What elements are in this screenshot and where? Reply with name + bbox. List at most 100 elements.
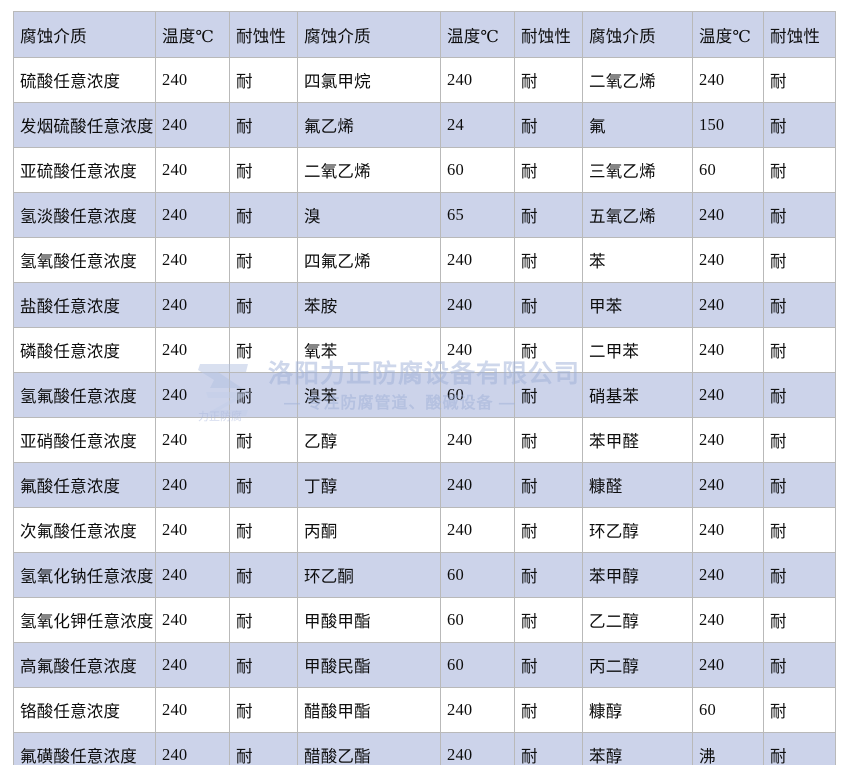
cell-resistance: 耐: [514, 237, 583, 283]
cell-temperature: 60: [440, 372, 515, 418]
cell-media: 苯甲醛: [582, 417, 693, 463]
cell-temperature: 24: [440, 102, 515, 148]
cell-temperature: 240: [440, 687, 515, 733]
cell-media: 高氟酸任意浓度: [13, 642, 156, 688]
cell-resistance: 耐: [763, 237, 836, 283]
cell-media: 糠醛: [582, 462, 693, 508]
cell-resistance: 耐: [514, 57, 583, 103]
cell-temperature: 240: [155, 552, 230, 598]
cell-media: 苯: [582, 237, 693, 283]
column-header-3: 腐蚀介质: [297, 11, 441, 58]
cell-temperature: 240: [692, 237, 764, 283]
cell-temperature: 60: [692, 147, 764, 193]
cell-resistance: 耐: [229, 732, 298, 765]
column-header-6: 腐蚀介质: [582, 11, 693, 58]
cell-resistance: 耐: [514, 102, 583, 148]
cell-resistance: 耐: [229, 192, 298, 238]
cell-resistance: 耐: [229, 687, 298, 733]
cell-temperature: 240: [155, 327, 230, 373]
cell-media: 氟磺酸任意浓度: [13, 732, 156, 765]
cell-resistance: 耐: [229, 507, 298, 553]
cell-media: 氢氧化钠任意浓度: [13, 552, 156, 598]
cell-resistance: 耐: [763, 642, 836, 688]
table-row: 磷酸任意浓度 240 耐氧苯 240 耐二甲苯 240 耐: [13, 327, 836, 373]
cell-resistance: 耐: [229, 552, 298, 598]
cell-resistance: 耐: [763, 57, 836, 103]
cell-resistance: 耐: [763, 147, 836, 193]
cell-temperature: 240: [440, 57, 515, 103]
cell-media: 氧苯: [297, 327, 441, 373]
cell-resistance: 耐: [763, 327, 836, 373]
cell-temperature: 240: [440, 732, 515, 765]
cell-resistance: 耐: [229, 642, 298, 688]
cell-resistance: 耐: [229, 597, 298, 643]
cell-media: 环乙醇: [582, 507, 693, 553]
cell-temperature: 60: [692, 687, 764, 733]
cell-resistance: 耐: [514, 282, 583, 328]
cell-temperature: 240: [155, 732, 230, 765]
cell-temperature: 240: [440, 462, 515, 508]
cell-resistance: 耐: [229, 102, 298, 148]
cell-media: 亚硫酸任意浓度: [13, 147, 156, 193]
table-row: 氢淡酸任意浓度 240 耐溴 65 耐五氧乙烯 240 耐: [13, 192, 836, 238]
cell-media: 苯甲醇: [582, 552, 693, 598]
cell-resistance: 耐: [763, 282, 836, 328]
table-row: 氢氟酸任意浓度 240 耐溴苯 60 耐硝基苯 240 耐: [13, 372, 836, 418]
cell-resistance: 耐: [229, 417, 298, 463]
cell-temperature: 240: [155, 507, 230, 553]
cell-resistance: 耐: [763, 192, 836, 238]
cell-resistance: 耐: [763, 462, 836, 508]
table-row: 高氟酸任意浓度 240 耐甲酸民酯 60 耐丙二醇 240 耐: [13, 642, 836, 688]
cell-media: 亚硝酸任意浓度: [13, 417, 156, 463]
cell-temperature: 240: [692, 507, 764, 553]
table-row: 亚硫酸任意浓度 240 耐二氧乙烯 60 耐三氧乙烯 60 耐: [13, 147, 836, 193]
cell-media: 丙二醇: [582, 642, 693, 688]
column-header-2: 耐蚀性: [229, 11, 298, 58]
cell-media: 氟酸任意浓度: [13, 462, 156, 508]
cell-resistance: 耐: [229, 462, 298, 508]
cell-temperature: 60: [440, 642, 515, 688]
column-header-0: 腐蚀介质: [13, 11, 156, 58]
cell-temperature: 240: [155, 102, 230, 148]
table-row: 硫酸任意浓度 240 耐四氯甲烷 240 耐二氧乙烯 240 耐: [13, 57, 836, 103]
cell-media: 盐酸任意浓度: [13, 282, 156, 328]
column-header-1: 温度℃: [155, 11, 230, 58]
cell-temperature: 240: [440, 507, 515, 553]
table-header: 腐蚀介质 温度℃ 耐蚀性 腐蚀介质 温度℃ 耐蚀性 腐蚀介质 温度℃ 耐蚀性: [13, 11, 836, 58]
cell-media: 氢氟酸任意浓度: [13, 372, 156, 418]
cell-resistance: 耐: [763, 102, 836, 148]
cell-media: 四氯甲烷: [297, 57, 441, 103]
cell-temperature: 60: [440, 147, 515, 193]
cell-resistance: 耐: [514, 147, 583, 193]
cell-media: 乙二醇: [582, 597, 693, 643]
cell-media: 甲酸民酯: [297, 642, 441, 688]
cell-resistance: 耐: [763, 687, 836, 733]
table-row: 盐酸任意浓度 240 耐苯胺 240 耐甲苯 240 耐: [13, 282, 836, 328]
cell-resistance: 耐: [763, 417, 836, 463]
cell-media: 丙酮: [297, 507, 441, 553]
table-row: 氢氧化钾任意浓度 240 耐甲酸甲酯 60 耐乙二醇 240 耐: [13, 597, 836, 643]
cell-media: 环乙酮: [297, 552, 441, 598]
cell-media: 甲苯: [582, 282, 693, 328]
cell-resistance: 耐: [229, 237, 298, 283]
cell-resistance: 耐: [763, 732, 836, 765]
cell-media: 二氧乙烯: [297, 147, 441, 193]
cell-media: 甲酸甲酯: [297, 597, 441, 643]
cell-temperature: 240: [155, 147, 230, 193]
cell-temperature: 240: [440, 282, 515, 328]
cell-temperature: 沸: [692, 732, 764, 765]
cell-temperature: 240: [155, 462, 230, 508]
table-row: 次氟酸任意浓度 240 耐丙酮 240 耐环乙醇 240 耐: [13, 507, 836, 553]
cell-resistance: 耐: [514, 732, 583, 765]
cell-media: 苯醇: [582, 732, 693, 765]
cell-temperature: 240: [155, 597, 230, 643]
cell-media: 四氟乙烯: [297, 237, 441, 283]
cell-resistance: 耐: [514, 327, 583, 373]
cell-media: 氟: [582, 102, 693, 148]
column-header-7: 温度℃: [692, 11, 764, 58]
cell-media: 乙醇: [297, 417, 441, 463]
cell-resistance: 耐: [514, 462, 583, 508]
cell-resistance: 耐: [514, 642, 583, 688]
cell-temperature: 60: [440, 597, 515, 643]
cell-resistance: 耐: [514, 687, 583, 733]
